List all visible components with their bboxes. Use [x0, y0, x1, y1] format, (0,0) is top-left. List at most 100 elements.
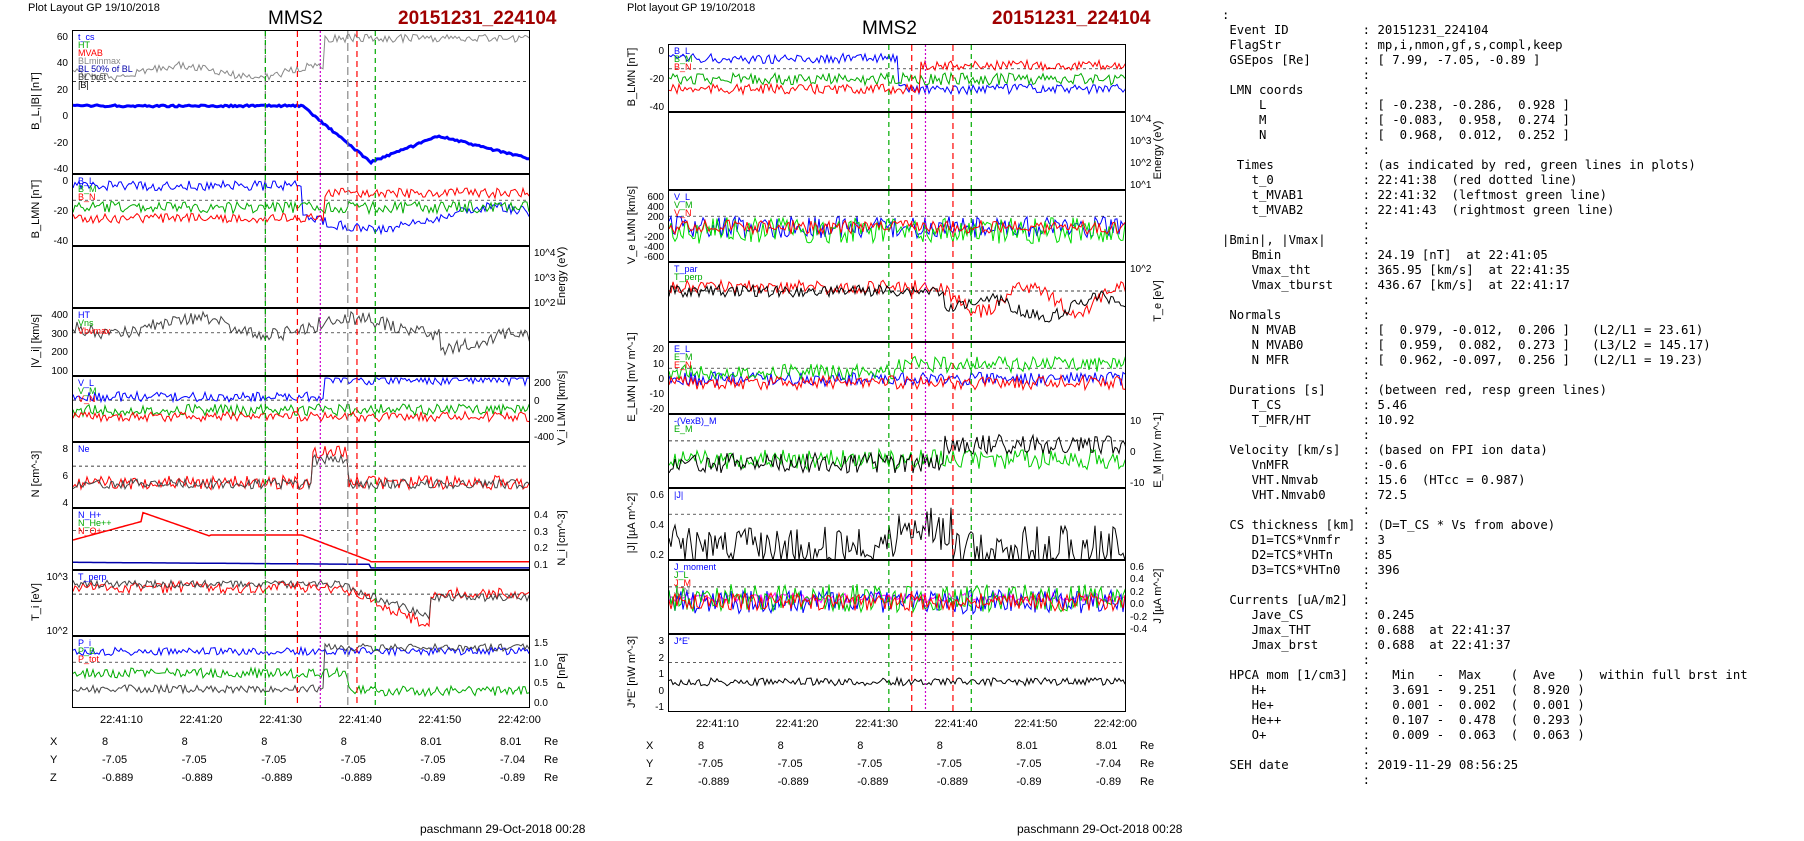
middle-coord-value: -7.04: [1096, 758, 1122, 770]
left-ytick-7-3: 0.2: [534, 543, 548, 555]
left-ytick-1-3: 20: [56, 84, 68, 96]
middle-ylabel-6: E_M [mV m^-1]: [1152, 412, 1164, 488]
left-coord-value: -0.89: [420, 772, 446, 784]
middle-ylabel-1: B_LMN [nT]: [626, 47, 638, 107]
middle-time-label-3: 22:41:30: [855, 718, 899, 730]
left-ylabel-6: N [cm^-3]: [30, 450, 42, 498]
left-legend-7-3: N_O+: [78, 526, 102, 536]
middle-series-1-1: [669, 52, 1125, 96]
left-series-2-1: [73, 179, 529, 236]
info-line: :: [1222, 503, 1371, 517]
left-panel-svg-1: [73, 31, 529, 173]
middle-title: MMS2: [862, 18, 917, 39]
middle-coord-value: 8.01: [1016, 740, 1038, 752]
middle-panel-svg-4: [669, 263, 1125, 341]
middle-series-1-3: [669, 58, 1125, 96]
left-ytick-8-1: 10^3: [46, 572, 68, 583]
left-ytick-5-4: -400: [534, 432, 555, 443]
info-line: H+ : 3.691 - 9.251 ( 8.920 ): [1222, 683, 1585, 697]
middle-legend-8-1: J_moment: [674, 562, 717, 572]
info-line: N : [ 0.968, 0.012, 0.252 ]: [1222, 128, 1570, 142]
middle-ytick-9-1: 3: [658, 636, 664, 647]
left-legend-1-3: MVAB: [78, 48, 103, 58]
middle-coord-unit: Re: [1140, 758, 1155, 770]
middle-coord-value: -0.89: [1016, 776, 1042, 788]
left-ytick-7-4: 0.1: [534, 560, 548, 571]
middle-ytick-9-2: 2: [658, 652, 664, 664]
middle-legend-5-3: E_N: [674, 360, 692, 370]
left-coord-value: -7.04: [500, 754, 526, 766]
left-legend-8-1: T_perp: [78, 572, 107, 582]
middle-legend-4-2: T_perp: [674, 272, 703, 282]
middle-panel-svg-7: [669, 489, 1125, 559]
left-panel-svg-5: [73, 377, 529, 441]
left-series-5-2: [73, 403, 529, 418]
info-line: t_MVAB1 : 22:41:32 (leftmost green line): [1222, 188, 1607, 202]
left-panel-3: [72, 246, 530, 308]
left-ytick-4-4: 100: [51, 366, 68, 377]
middle-series-9-1: [669, 675, 1125, 688]
middle-coord-value: 8: [857, 740, 864, 752]
middle-ytick-8-4: 0.0: [1130, 599, 1144, 611]
left-ytick-5-2: 0: [534, 396, 540, 407]
left-series-1-2: [73, 33, 529, 82]
info-line: O+ : 0.009 - 0.063 ( 0.063 ): [1222, 728, 1585, 742]
middle-series-8-4: [669, 591, 1125, 613]
info-line: |Bmin|, |Vmax| :: [1222, 233, 1371, 247]
left-series-2-3: [73, 186, 529, 225]
middle-ytick-8-2: 0.4: [1130, 574, 1144, 586]
middle-coord-value: 8: [698, 740, 705, 752]
middle-footer: paschmann 29-Oct-2018 00:28: [1017, 822, 1183, 836]
middle-ytick-7-3: 0.2: [650, 550, 664, 561]
middle-series-6-2: [669, 433, 1125, 474]
middle-ytick-6-2: 0: [1130, 447, 1136, 458]
left-panel-9: [72, 636, 530, 708]
left-panel-svg-7: [73, 509, 529, 569]
left-series-8-1: [73, 580, 529, 628]
middle-time-label-2: 22:41:20: [775, 718, 819, 730]
left-coord-value: -7.05: [340, 754, 366, 766]
middle-ytick-1-3: -40: [649, 102, 664, 113]
left-coord-value: 8: [102, 736, 109, 748]
info-line: D3=TCS*VHTn0 : 396: [1222, 563, 1400, 577]
info-line: :: [1222, 428, 1371, 442]
left-coord-value: -0.889: [181, 772, 213, 784]
left-coord-value: -0.89: [500, 772, 526, 784]
left-panel-svg-9: [73, 637, 529, 707]
left-legend-4-2: Vns: [78, 318, 94, 328]
left-legend-5-3: V_N: [78, 394, 96, 404]
left-legend-9-3: P_tot: [78, 654, 100, 664]
info-line: :: [1222, 218, 1371, 232]
left-ylabel-2: B_LMN [nT]: [30, 179, 42, 239]
middle-series-7-1: [669, 507, 1125, 559]
left-legend-1-6: BL brst: [78, 72, 107, 82]
middle-time-label-1: 22:41:10: [696, 718, 739, 730]
left-ytick-1-6: -40: [53, 164, 68, 175]
info-line: Times : (as indicated by red, green line…: [1222, 158, 1696, 172]
left-panel-4: [72, 308, 530, 376]
left-ytick-8-2: 10^2: [46, 626, 68, 637]
middle-panel-svg-6: [669, 415, 1125, 487]
middle-series-5-2: [669, 355, 1125, 381]
middle-series-3-3: [669, 218, 1125, 236]
middle-coord-value: -7.05: [698, 758, 724, 770]
middle-legend-3-3: V_N: [674, 208, 692, 218]
left-legend-1-7: |B|: [78, 80, 89, 90]
left-ytick-3-1: 10^4: [534, 248, 556, 259]
middle-ytick-1-1: 0: [658, 46, 664, 57]
left-ytick-1-5: -20: [53, 137, 68, 149]
middle-panel-3: [668, 190, 1126, 262]
left-ytick-5-1: 200: [534, 378, 551, 389]
middle-event-id: 20151231_224104: [992, 8, 1151, 29]
left-coord-label-z: Z: [50, 772, 57, 784]
middle-ytick-3-6: -400: [643, 242, 664, 253]
left-legend-6-1: Ne: [78, 444, 90, 454]
left-ytick-9-2: 1.0: [534, 658, 548, 669]
left-series-5-3: [73, 410, 529, 424]
left-panel-svg-6: [73, 443, 529, 507]
left-coord-value: -7.05: [420, 754, 446, 766]
middle-legend-8-4: J_N: [674, 586, 691, 596]
middle-series-5-3: [669, 373, 1125, 392]
left-ytick-4-2: 300: [51, 328, 68, 340]
left-legend-1-5: BL 50% of BL: [78, 64, 133, 74]
